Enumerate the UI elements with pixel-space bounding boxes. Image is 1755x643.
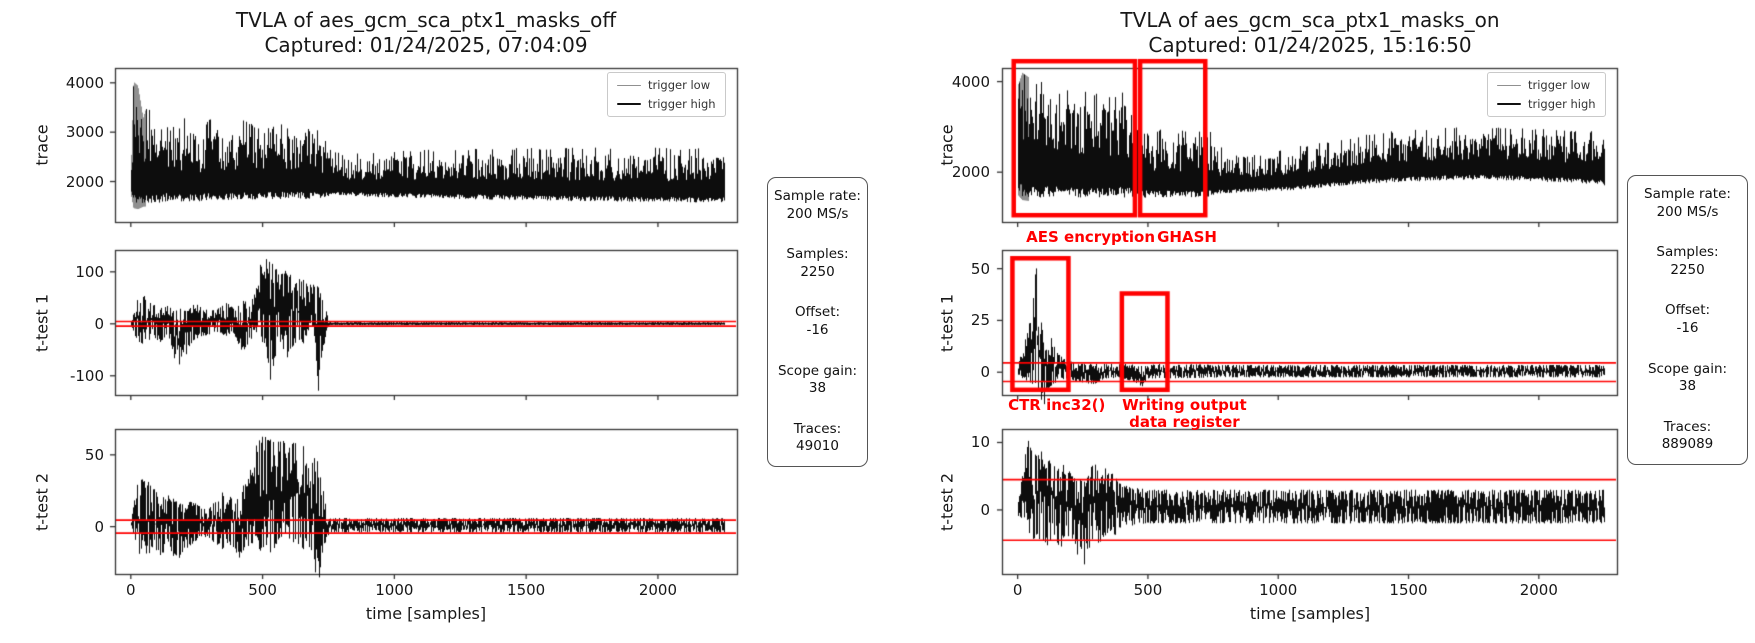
info-item-label: Offset:	[794, 304, 841, 321]
y-tick-label: 0	[94, 314, 104, 333]
x-axis-label: time [samples]	[1249, 604, 1371, 623]
capture-info-box: Sample rate: 200 MS/s Samples: 2250 Offset: -…	[767, 177, 868, 467]
info-item-label: Sample rate:	[774, 188, 861, 204]
info-item-label: Sample rate:	[1644, 186, 1731, 202]
info-item-label: Traces:	[1663, 418, 1712, 435]
x-tick-label: 500	[248, 581, 277, 599]
info-item-value: -16	[806, 321, 829, 338]
y-tick-label: 50	[84, 445, 104, 464]
info-item: Sample rate: 200 MS/s	[1630, 186, 1745, 221]
x-tick-label: 0	[1012, 581, 1023, 599]
y-axis-label: t-test 2	[937, 472, 957, 531]
info-item: Traces: 889089	[1630, 419, 1745, 454]
legend-line-swatch	[1497, 103, 1521, 105]
legend-item-label: trigger low	[648, 78, 711, 92]
info-item-value: 2250	[800, 263, 835, 280]
legend-line-swatch	[1497, 84, 1521, 86]
annotation-label: AES encryption	[1026, 228, 1156, 246]
y-tick-label: 0	[980, 500, 990, 519]
annotation-label: CTR inc32()	[1008, 396, 1106, 414]
info-item: Scope gain: 38	[770, 363, 865, 398]
y-axis-label: t-test 2	[32, 472, 52, 531]
figure-subtitle-line: Captured: 01/24/2025, 15:16:50	[1148, 33, 1472, 57]
y-tick-label: 2000	[65, 172, 104, 191]
y-axis-label: t-test 1	[937, 293, 957, 352]
x-tick-label: 1500	[507, 581, 546, 599]
y-axis-label: trace	[32, 124, 52, 166]
x-tick-label: 1000	[1259, 581, 1298, 599]
info-item-value: 889089	[1661, 436, 1714, 453]
info-item-value: 2250	[1670, 261, 1705, 278]
info-item: Scope gain: 38	[1630, 361, 1745, 396]
legend-box: trigger low trigger high	[607, 72, 726, 117]
figure-title-line: TVLA of aes_gcm_sca_ptx1_masks_off	[235, 8, 617, 32]
legend-item-label: trigger high	[648, 97, 716, 111]
x-tick-label: 1500	[1389, 581, 1428, 599]
info-item-label: Offset:	[1664, 302, 1711, 319]
info-item: Traces: 49010	[770, 421, 865, 456]
y-tick-label: 100	[75, 262, 104, 281]
figure-subtitle-line: Captured: 01/24/2025, 07:04:09	[264, 33, 588, 57]
y-tick-label: 4000	[65, 73, 104, 92]
y-tick-label: 3000	[65, 123, 104, 142]
annotation-label: Writing output data register	[1122, 396, 1247, 431]
x-tick-label: 1000	[375, 581, 414, 599]
x-axis-label: time [samples]	[365, 604, 487, 623]
capture-info-box: Sample rate: 200 MS/s Samples: 2250 Offset: -…	[1627, 175, 1748, 465]
annotation-label: GHASH	[1157, 228, 1217, 246]
legend-item: trigger high	[617, 97, 716, 111]
info-item-label: Scope gain:	[1647, 360, 1728, 377]
info-item: Offset: -16	[770, 304, 865, 339]
legend-line-swatch	[617, 84, 641, 86]
y-tick-label: -100	[69, 366, 104, 385]
x-tick-label: 500	[1133, 581, 1163, 599]
y-tick-label: 2000	[951, 163, 990, 182]
info-item-value: 38	[808, 380, 827, 397]
legend-item: trigger low	[617, 78, 716, 92]
info-item: Samples: 2250	[770, 246, 865, 281]
info-item: Sample rate: 200 MS/s	[770, 188, 865, 223]
info-item-value: 49010	[796, 438, 839, 455]
y-tick-label: 10	[970, 433, 990, 452]
info-item: Offset: -16	[1630, 302, 1745, 337]
x-tick-label: 2000	[1519, 581, 1558, 599]
x-tick-label: 0	[126, 581, 136, 599]
y-tick-label: 0	[94, 517, 104, 536]
info-item-value: 200 MS/s	[786, 205, 849, 222]
y-axis-label: trace	[937, 124, 957, 166]
y-tick-label: 50	[970, 259, 990, 278]
legend-item: trigger high	[1497, 97, 1596, 111]
info-item-value: -16	[1676, 319, 1699, 336]
legend-item-label: trigger low	[1528, 78, 1591, 92]
figure-title-line: TVLA of aes_gcm_sca_ptx1_masks_on	[1120, 8, 1500, 32]
info-item: Samples: 2250	[1630, 244, 1745, 279]
y-tick-label: 0	[980, 363, 990, 382]
info-item-label: Samples:	[1656, 244, 1719, 261]
x-tick-label: 2000	[638, 581, 678, 599]
legend-item: trigger low	[1497, 78, 1596, 92]
info-item-label: Samples:	[786, 246, 849, 263]
figure-title-masks-on: TVLA of aes_gcm_sca_ptx1_masks_on Captur…	[1120, 8, 1499, 58]
figure-title-masks-off: TVLA of aes_gcm_sca_ptx1_masks_off Captu…	[236, 8, 616, 58]
info-item-label: Scope gain:	[777, 362, 858, 379]
legend-item-label: trigger high	[1528, 97, 1596, 111]
y-tick-label: 25	[970, 311, 990, 330]
legend-line-swatch	[617, 103, 641, 105]
y-axis-label: t-test 1	[32, 293, 52, 352]
info-item-value: 38	[1678, 378, 1697, 395]
info-item-label: Traces:	[793, 420, 842, 437]
y-tick-label: 4000	[951, 72, 990, 91]
legend-box: trigger low trigger high	[1487, 72, 1606, 117]
info-item-value: 200 MS/s	[1656, 203, 1719, 220]
